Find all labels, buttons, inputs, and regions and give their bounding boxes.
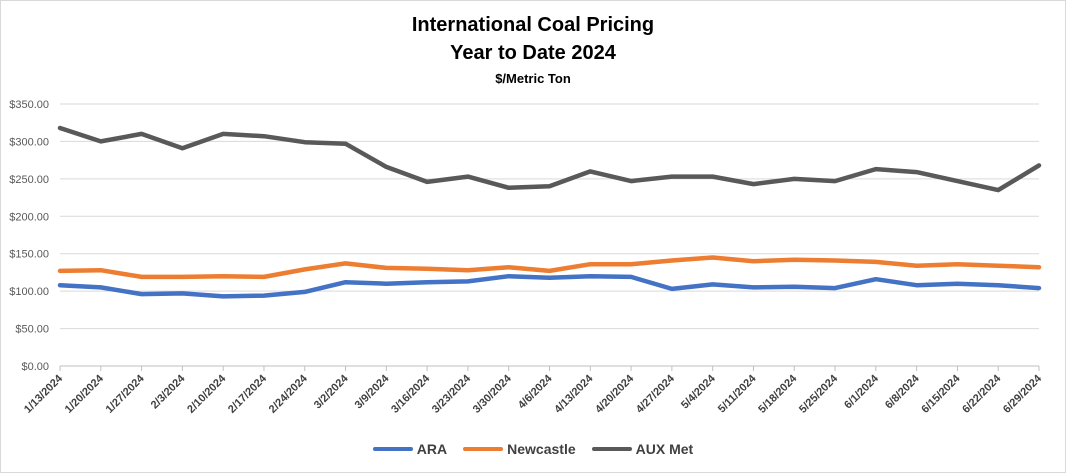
legend-item-aux-met: AUX Met — [591, 441, 694, 457]
y-tick-label: $0.00 — [21, 361, 49, 373]
x-tick-label: 4/6/2024 — [516, 372, 555, 411]
x-tick-label: 1/20/2024 — [63, 372, 107, 416]
x-tick-label: 6/15/2024 — [919, 372, 963, 416]
series-line-ara — [57, 273, 1042, 299]
x-tick-label: 1/27/2024 — [104, 372, 148, 416]
legend-item-newcastle: Newcastle — [463, 441, 576, 457]
x-tick-label: 2/10/2024 — [185, 372, 229, 416]
legend: ARA Newcastle AUX Met — [0, 441, 1066, 457]
x-tick-label: 3/2/2024 — [312, 372, 351, 411]
x-tick-label: 3/16/2024 — [389, 372, 433, 416]
x-tick-label: 4/20/2024 — [593, 372, 637, 416]
x-tick-label: 6/1/2024 — [842, 372, 881, 411]
chart-title: International Coal Pricing — [411, 14, 655, 36]
x-tick-label: 2/3/2024 — [149, 372, 188, 411]
x-tick-label: 5/4/2024 — [679, 372, 718, 411]
legend-label: Newcastle — [507, 441, 576, 457]
y-tick-label: $200.00 — [9, 211, 49, 223]
y-tick-label: $350.00 — [9, 99, 49, 111]
x-tick-label: 5/11/2024 — [716, 372, 759, 415]
y-tick-label: $150.00 — [9, 249, 49, 261]
y-tick-label: $100.00 — [9, 286, 49, 298]
x-tick-label: 2/17/2024 — [226, 372, 270, 416]
chart-subtitle: Year to Date 2024 — [450, 42, 616, 64]
legend-swatch — [463, 447, 504, 451]
x-tick-label: 4/27/2024 — [634, 372, 678, 416]
y-tick-label: $250.00 — [9, 174, 49, 186]
legend-item-ara: ARA — [372, 441, 448, 457]
x-tick-label: 6/29/2024 — [1001, 372, 1045, 416]
x-tick-label: 5/18/2024 — [756, 372, 800, 416]
x-tick-label: 3/30/2024 — [471, 372, 515, 416]
series-line-newcastle — [57, 255, 1042, 280]
chart-unit-label: $/Metric Ton — [495, 71, 571, 86]
series-line-aux-met — [57, 125, 1042, 193]
x-tick-label: 3/23/2024 — [430, 372, 474, 416]
legend-label: AUX Met — [635, 441, 694, 457]
x-tick-label: 6/22/2024 — [960, 372, 1004, 416]
x-tick-label: 6/8/2024 — [883, 372, 922, 411]
x-tick-label: 2/24/2024 — [267, 372, 311, 416]
x-tick-label: 1/13/2024 — [22, 372, 66, 416]
x-tick-label: 4/13/2024 — [552, 372, 596, 416]
y-tick-label: $50.00 — [15, 324, 49, 336]
x-tick-label: 5/25/2024 — [797, 372, 841, 416]
x-tick-label: 3/9/2024 — [353, 372, 392, 411]
legend-swatch — [372, 447, 413, 451]
y-tick-label: $300.00 — [9, 136, 49, 148]
legend-swatch — [591, 447, 632, 451]
legend-label: ARA — [416, 441, 448, 457]
